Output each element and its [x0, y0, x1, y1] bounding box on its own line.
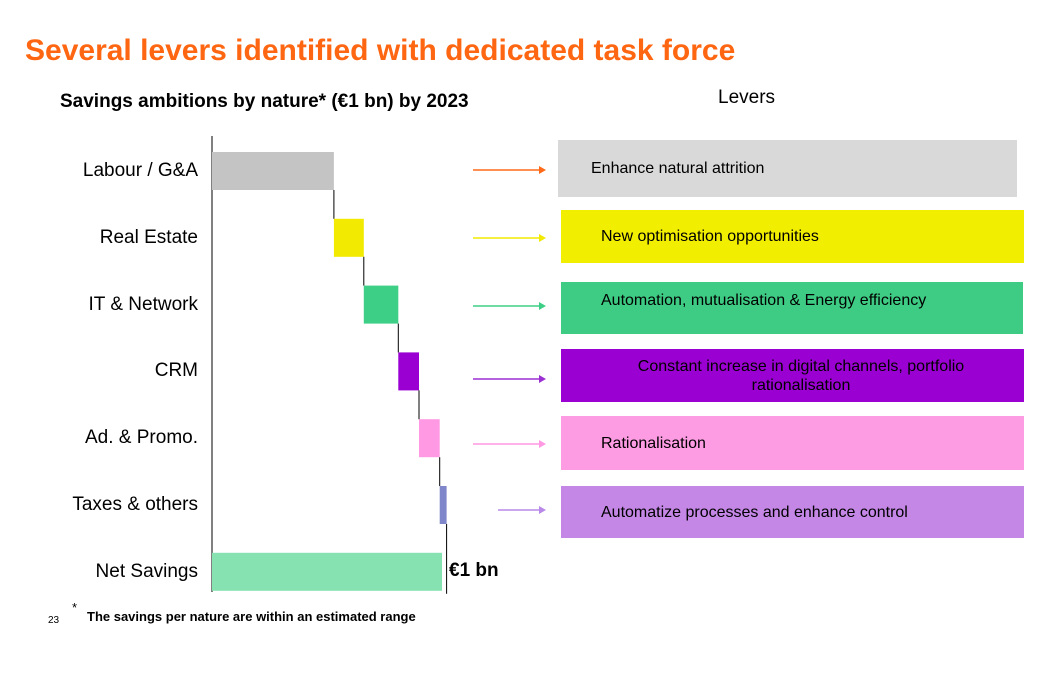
lever-arrow-icon [473, 302, 546, 310]
category-label: Net Savings [95, 560, 198, 582]
category-label: Taxes & others [72, 494, 198, 515]
lever-arrow-icon [473, 375, 546, 383]
lever-arrow-icon [473, 234, 546, 242]
bar-labour-g-a [212, 152, 334, 190]
footnote-asterisk: * [72, 600, 78, 615]
lever-box: Enhance natural attrition [558, 140, 1017, 197]
lever-arrow-icon [473, 440, 546, 448]
category-label: Labour / G&A [82, 160, 198, 181]
lever-box: Rationalisation [561, 416, 1024, 470]
lever-text: Automation, mutualisation & Energy effic… [601, 292, 927, 309]
lever-box: Constant increase in digital channels, p… [561, 349, 1024, 402]
lever-text: Rationalisation [601, 434, 706, 452]
lever-text: Automatize processes and enhance control [601, 503, 908, 521]
bar-crm [398, 352, 419, 391]
bar-net-savings [212, 552, 442, 591]
lever-box: Automation, mutualisation & Energy effic… [561, 282, 1023, 334]
category-label: IT & Network [88, 293, 198, 315]
chart-subtitle: Savings ambitions by nature* (€1 bn) by … [60, 91, 469, 112]
bar-ad-promo [419, 419, 440, 458]
bar-taxes-others [439, 486, 447, 524]
lever-text: Constant increase in digital channels, p… [637, 357, 965, 394]
lever-box: Automatize processes and enhance control [561, 486, 1024, 538]
total-value-label: €1 bn [449, 560, 499, 581]
lever-box: New optimisation opportunities [561, 210, 1024, 263]
category-label: Ad. & Promo. [85, 427, 198, 449]
category-label: CRM [154, 360, 198, 382]
category-label: Real Estate [99, 226, 198, 248]
page-number: 23 [48, 615, 60, 626]
bar-it-network [363, 285, 399, 324]
slide-title: Several levers identified with dedicated… [25, 34, 736, 67]
lever-text: New optimisation opportunities [601, 228, 819, 245]
levers-heading: Levers [718, 87, 776, 108]
lever-arrow-icon [473, 166, 546, 174]
footnote-text: The savings per nature are within an est… [87, 609, 416, 624]
lever-text: Enhance natural attrition [591, 160, 765, 177]
lever-arrow-icon [498, 506, 546, 514]
bar-real-estate [333, 218, 364, 257]
